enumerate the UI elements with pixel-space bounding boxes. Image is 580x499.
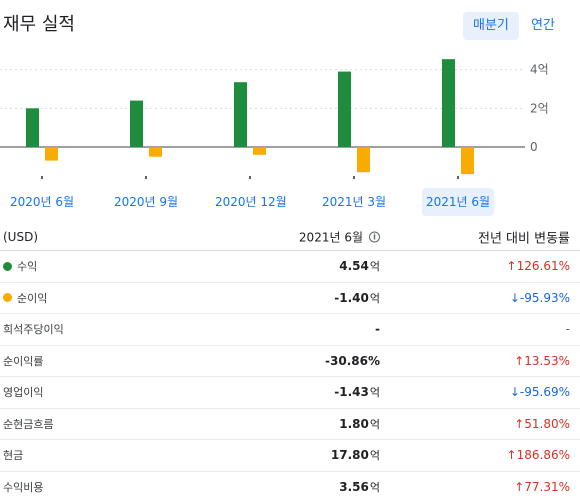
table-row: 순현금흐름 1.80억 ↑51.80%: [0, 409, 580, 440]
row-change: ↑13.53%: [514, 353, 570, 368]
row-value-unit: 억: [369, 480, 380, 494]
table-header-row: (USD) 2021년 6월 i 전년 대비 변동률: [0, 223, 580, 251]
row-label-text: 희석주당이익: [3, 323, 64, 337]
legend-dot-icon: [3, 261, 12, 271]
table-row: 영업이익 -1.43억 ↓-95.69%: [0, 377, 580, 409]
row-value: -: [375, 322, 380, 336]
net-income-bar[interactable]: [357, 147, 370, 173]
table-row: 수익비용 3.56억 ↑77.31%: [0, 472, 580, 499]
quarterly-toggle[interactable]: 매분기: [463, 12, 519, 40]
financial-table: (USD) 2021년 6월 i 전년 대비 변동률 수익 4.54억 ↑126.6…: [0, 223, 580, 499]
revenue-bar[interactable]: [234, 82, 247, 148]
net-income-bar[interactable]: [149, 147, 162, 157]
row-label: 수익: [3, 258, 37, 274]
yoy-change-header: 전년 대비 변동률: [478, 231, 570, 246]
period-button[interactable]: 2020년 9월: [113, 195, 179, 209]
category-tick: [353, 176, 355, 179]
row-value: 17.80억: [331, 447, 380, 463]
row-value: 4.54억: [339, 258, 380, 274]
period-header-label: 2021년 6월: [298, 230, 363, 244]
row-value-number: -30.86%: [325, 353, 380, 368]
row-label-text: 순이익률: [3, 354, 44, 368]
net-income-bar[interactable]: [461, 147, 474, 175]
revenue-bar[interactable]: [26, 108, 39, 148]
row-value-unit: 억: [369, 386, 380, 400]
row-value: -1.40억: [334, 290, 380, 306]
page-title: 재무 실적: [3, 14, 75, 35]
period-header: 2021년 6월 i: [299, 228, 380, 245]
net-income-bar[interactable]: [45, 147, 58, 161]
revenue-bar[interactable]: [338, 71, 351, 148]
table-row: 순이익 -1.40억 ↓-95.93%: [0, 283, 580, 314]
row-label: 수익비용: [3, 479, 43, 495]
y-tick-label: 0: [530, 140, 538, 154]
period-button[interactable]: 2021년 3월: [321, 195, 387, 209]
row-label-text: 수익비용: [3, 480, 44, 494]
row-value-number: -: [375, 322, 380, 337]
category-tick: [41, 176, 43, 179]
row-label: 희석주당이익: [3, 321, 64, 337]
revenue-bar[interactable]: [442, 59, 455, 148]
y-tick-label: 4억: [530, 63, 549, 77]
row-value: 3.56억: [339, 479, 380, 495]
row-value: -1.43억: [334, 384, 380, 400]
table-row: 순이익률 -30.86% ↑13.53%: [0, 346, 580, 377]
row-change: -: [565, 322, 570, 337]
row-label-text: 영업이익: [3, 386, 44, 400]
row-value-unit: 억: [369, 417, 380, 431]
row-value-number: 17.80: [330, 448, 369, 463]
annual-toggle[interactable]: 연간: [531, 18, 555, 33]
row-change: ↑77.31%: [514, 479, 570, 494]
category-tick: [249, 176, 251, 179]
row-value-unit: 억: [369, 291, 380, 305]
row-value-number: 4.54: [339, 259, 369, 274]
row-value-number: 1.80: [339, 416, 369, 431]
category-tick: [145, 176, 147, 179]
y-tick-label: 2억: [530, 101, 549, 115]
row-change: ↑51.80%: [514, 416, 570, 431]
row-value-unit: 억: [369, 449, 380, 463]
row-value-unit: 억: [369, 260, 380, 274]
table-row: 희석주당이익 - -: [0, 314, 580, 346]
row-label: 순이익: [3, 290, 47, 306]
row-label: 순이익률: [3, 353, 43, 369]
row-label: 현금: [3, 447, 23, 463]
period-button[interactable]: 2021년 6월: [422, 188, 494, 216]
period-button[interactable]: 2020년 12월: [215, 195, 287, 209]
row-label-text: 현금: [3, 449, 24, 463]
currency-label: (USD): [3, 229, 39, 244]
net-income-bar[interactable]: [253, 147, 266, 155]
row-value: 1.80억: [339, 416, 380, 432]
row-label: 순현금흐름: [3, 416, 54, 432]
row-value-number: 3.56: [339, 479, 369, 494]
financial-chart: 0 2억 4억: [0, 59, 549, 179]
row-label-text: 순이익: [17, 291, 48, 305]
revenue-bar[interactable]: [130, 100, 143, 148]
row-label: 영업이익: [3, 384, 43, 400]
row-label-text: 수익: [17, 260, 38, 274]
table-row: 수익 4.54억 ↑126.61%: [0, 251, 580, 283]
info-icon[interactable]: i: [369, 231, 380, 242]
row-change: ↑126.61%: [506, 259, 570, 274]
table-row: 현금 17.80억 ↑186.86%: [0, 440, 580, 472]
row-value-number: -1.43: [334, 385, 369, 400]
row-change: ↑186.86%: [506, 448, 570, 463]
legend-dot-icon: [3, 293, 12, 303]
row-value: -30.86%: [325, 354, 380, 368]
category-tick: [457, 176, 459, 179]
row-value-number: -1.40: [334, 290, 369, 305]
row-change: ↓-95.69%: [509, 385, 570, 400]
row-change: ↓-95.93%: [509, 290, 570, 305]
period-button[interactable]: 2020년 6월: [9, 195, 75, 209]
row-label-text: 순현금흐름: [3, 417, 54, 431]
